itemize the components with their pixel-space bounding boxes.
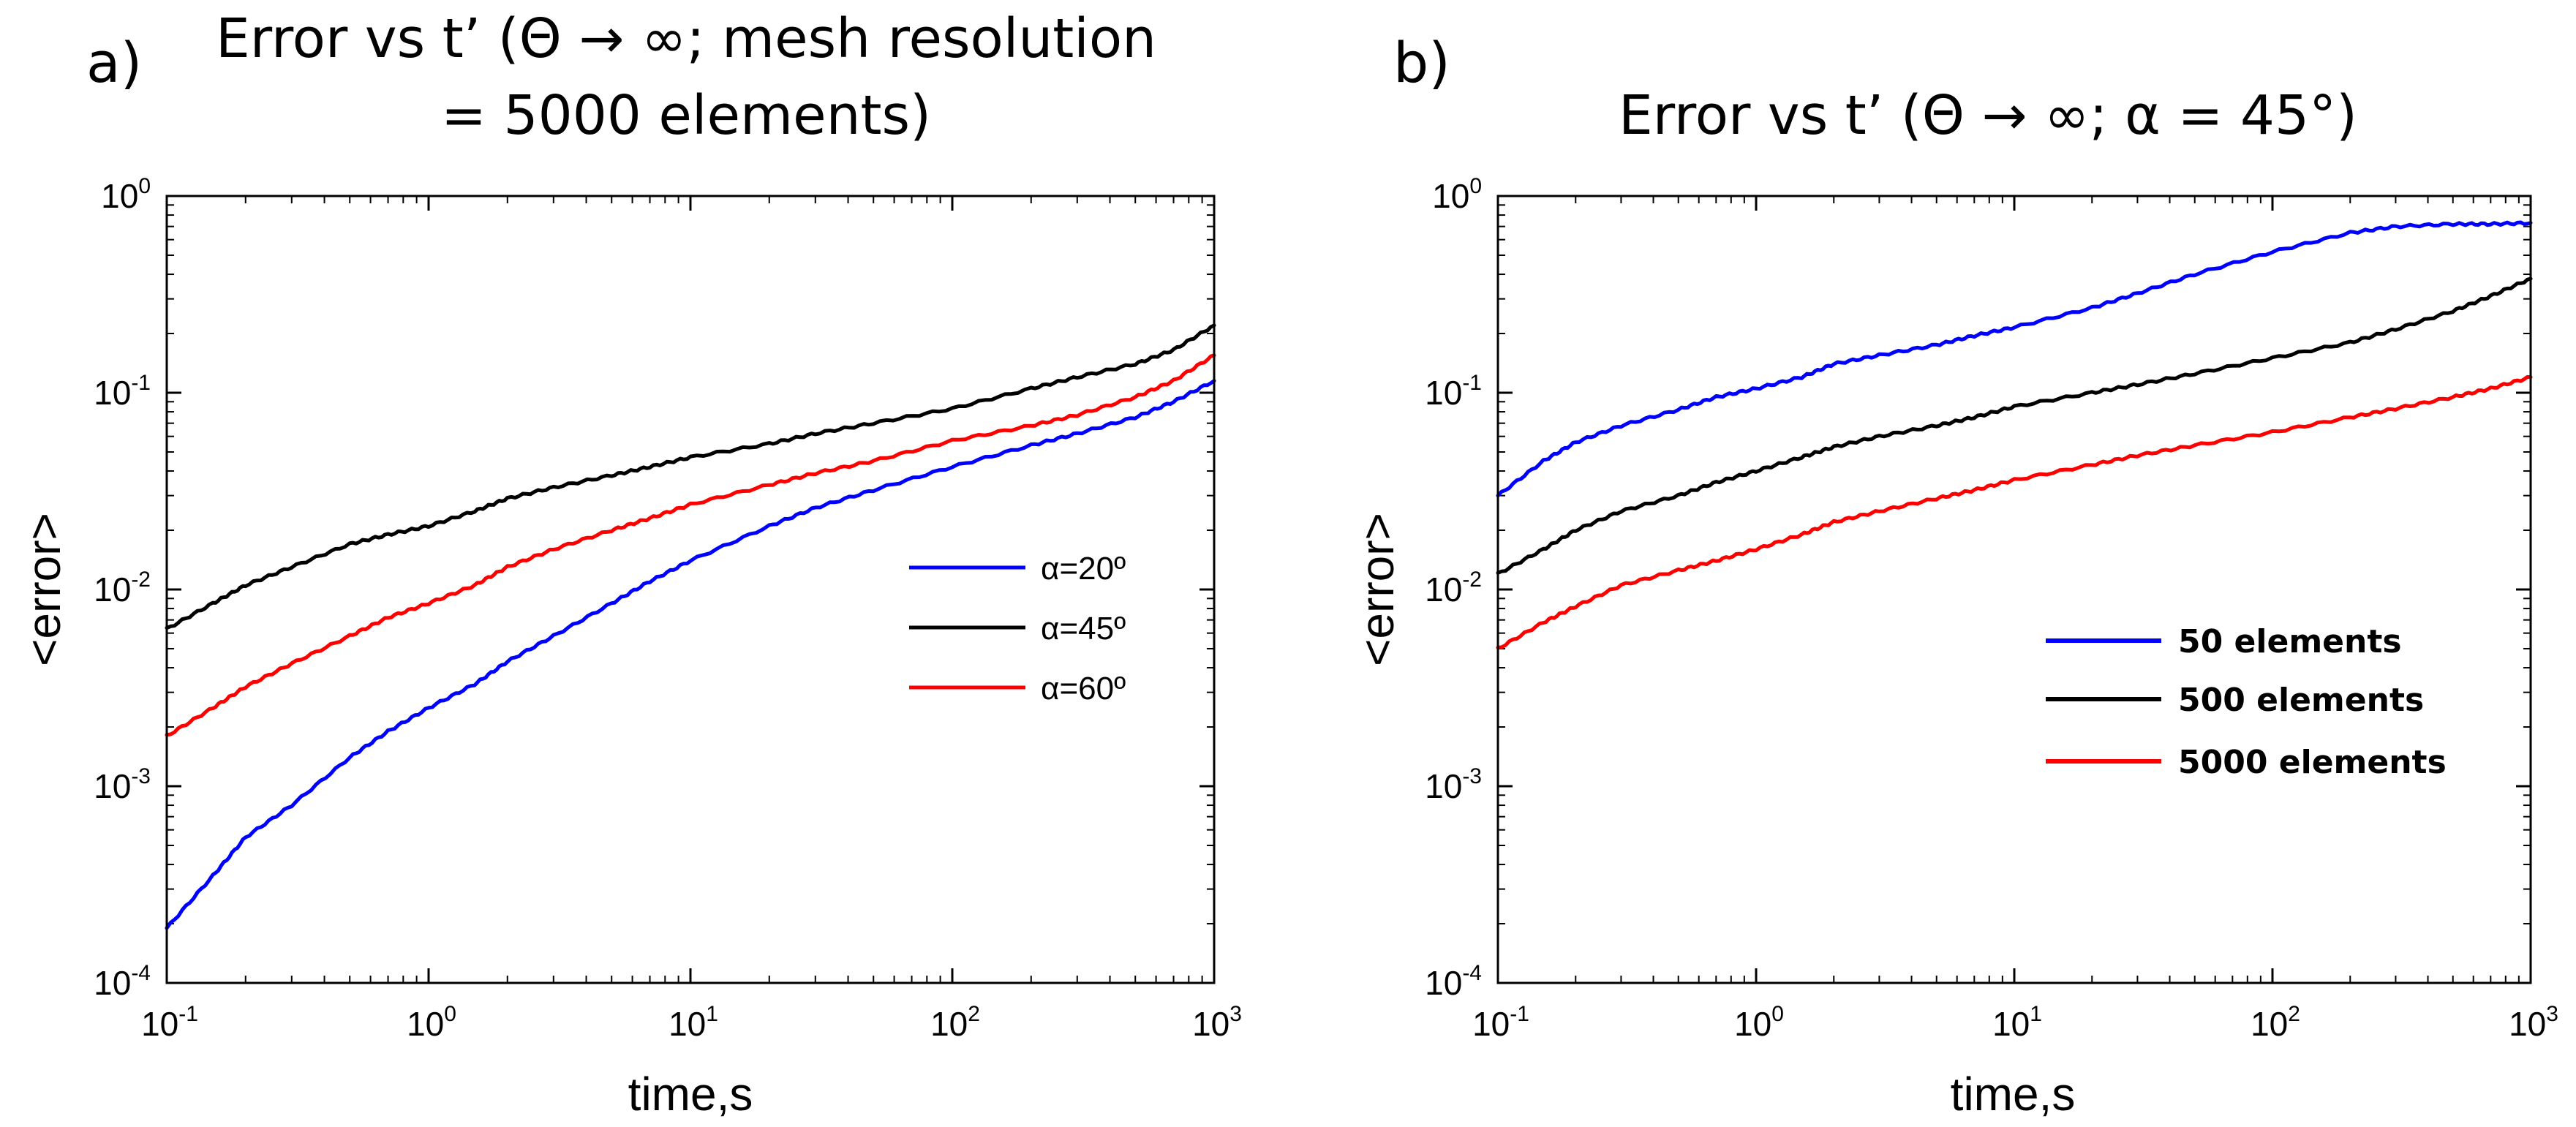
panel-b-x-axis-label: time,s — [1951, 1068, 2076, 1120]
panel-b-x-tick-label: 102 — [2251, 1002, 2300, 1043]
panel-b-plot-frame — [1496, 195, 2532, 984]
panel-b-y-tick-label: 100 — [1432, 174, 1482, 215]
panel-a-y-ticks: 10-4 10-3 10-2 10-1 100 — [94, 174, 1214, 1002]
panel-b-y-tick-label: 10-4 — [1425, 961, 1482, 1002]
panel-a-series-line-1 — [165, 323, 1216, 630]
panel-a-y-tick-label: 10-4 — [94, 961, 151, 1002]
panel-a-title-line-2: = 5000 elements) — [441, 84, 931, 147]
panel-a-legend: α=20º α=45º α=60º — [909, 551, 1126, 706]
panel-b-x-tick-label: 103 — [2509, 1002, 2558, 1043]
panel-a-x-tick-label: 10-1 — [141, 1002, 198, 1043]
panel-a-x-tick-label: 100 — [407, 1002, 456, 1043]
legend-label-alpha-45: α=45º — [1041, 611, 1126, 647]
panel-b-x-tick-label: 10-1 — [1472, 1002, 1529, 1043]
panel-b-x-tick-label: 100 — [1734, 1002, 1784, 1043]
panel-b-x-ticks: 10-1 100 101 102 103 — [1472, 196, 2558, 1043]
panel-a-x-ticks: 10-1 100 101 102 103 — [141, 196, 1242, 1043]
panel-b-legend: 50 elements 500 elements 5000 elements — [2046, 623, 2447, 781]
panel-a: a) Error vs t’ (Θ → ∞; mesh resolution =… — [18, 7, 1242, 1120]
panel-b-series-line-2 — [1496, 374, 2533, 649]
panel-b-y-axis-label: <error> — [1351, 513, 1404, 666]
panel-b-series-line-0 — [1496, 220, 2533, 498]
panel-b-label: b) — [1393, 30, 1450, 95]
panel-b-title: Error vs t’ (Θ → ∞; α = 45°) — [1619, 84, 2357, 147]
legend-label-alpha-20: α=20º — [1041, 551, 1126, 587]
panel-b-y-tick-label: 10-3 — [1425, 764, 1482, 805]
panel-a-y-tick-label: 10-2 — [94, 568, 151, 608]
panel-a-series-line-2 — [165, 353, 1216, 737]
panel-a-y-tick-label: 10-3 — [94, 764, 151, 805]
panel-a-y-tick-label: 10-1 — [94, 371, 151, 412]
panel-b-y-ticks: 10-4 10-3 10-2 10-1 100 — [1425, 174, 2531, 1002]
panel-a-y-tick-label: 100 — [101, 174, 151, 215]
panel-a-x-tick-label: 102 — [930, 1002, 980, 1043]
panel-b-series — [1496, 220, 2533, 649]
panel-a-series — [165, 323, 1216, 930]
panel-b-y-tick-label: 10-1 — [1425, 371, 1482, 412]
panel-a-label: a) — [86, 30, 142, 95]
panel-b-series-line-1 — [1496, 276, 2533, 575]
legend-label-alpha-60: α=60º — [1041, 671, 1126, 706]
panel-a-series-line-0 — [165, 379, 1216, 930]
panel-a-title-line-1: Error vs t’ (Θ → ∞; mesh resolution — [216, 7, 1156, 70]
panel-a-x-axis-label: time,s — [628, 1068, 753, 1120]
panel-b: b) Error vs t’ (Θ → ∞; α = 45°) 10-1 100 1… — [1351, 30, 2558, 1120]
legend-label-500-elements: 500 elements — [2178, 682, 2424, 719]
legend-label-50-elements: 50 elements — [2178, 623, 2402, 660]
panel-a-y-axis-label: <error> — [18, 513, 70, 666]
panel-a-x-tick-label: 103 — [1192, 1002, 1242, 1043]
panel-a-x-tick-label: 101 — [669, 1002, 718, 1043]
panel-b-x-tick-label: 101 — [1992, 1002, 2042, 1043]
legend-label-5000-elements: 5000 elements — [2178, 744, 2447, 781]
panel-a-plot-frame — [165, 195, 1216, 984]
panel-b-y-tick-label: 10-2 — [1425, 568, 1482, 608]
